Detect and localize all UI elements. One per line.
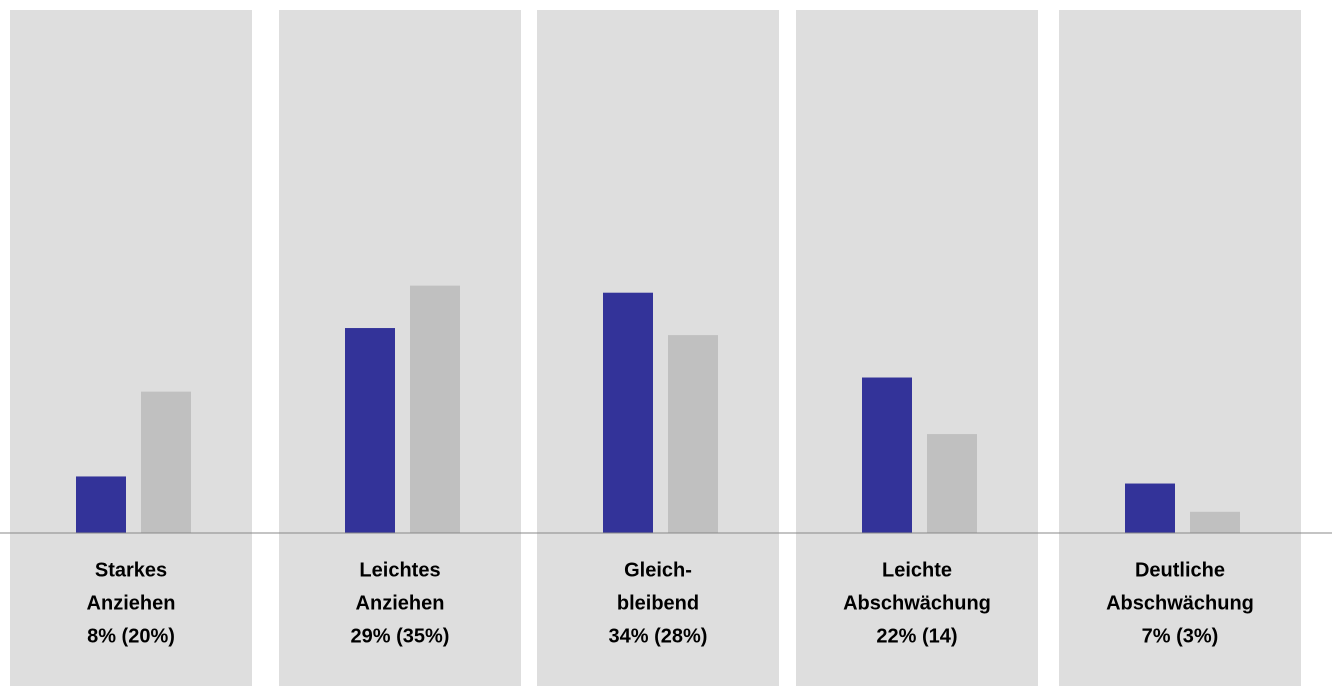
category-label: bleibend xyxy=(617,592,699,614)
panel xyxy=(1059,10,1301,686)
category-label: Anziehen xyxy=(356,592,445,614)
bar xyxy=(1190,511,1240,533)
category-label: Gleich- xyxy=(624,559,692,581)
bar xyxy=(345,328,395,533)
bar xyxy=(927,434,977,533)
category-label: Leichte xyxy=(882,559,952,581)
value-label: 8% (20%) xyxy=(87,625,175,647)
bar xyxy=(1125,483,1175,533)
bar xyxy=(76,476,126,533)
category-label: Deutliche xyxy=(1135,559,1225,581)
panel xyxy=(279,10,521,686)
panel xyxy=(10,10,252,686)
value-label: 29% (35%) xyxy=(351,625,450,647)
value-label: 7% (3%) xyxy=(1142,625,1219,647)
bar xyxy=(141,391,191,533)
bar xyxy=(862,377,912,533)
value-label: 34% (28%) xyxy=(609,625,708,647)
panel xyxy=(796,10,1038,686)
category-label: Leichtes xyxy=(359,559,440,581)
value-label: 22% (14) xyxy=(876,625,957,647)
category-label: Anziehen xyxy=(87,592,176,614)
category-label: Abschwächung xyxy=(843,592,991,614)
category-label: Starkes xyxy=(95,559,167,581)
panel xyxy=(537,10,779,686)
bar xyxy=(668,335,718,533)
category-label: Abschwächung xyxy=(1106,592,1254,614)
bar xyxy=(603,292,653,533)
bar xyxy=(410,285,460,533)
